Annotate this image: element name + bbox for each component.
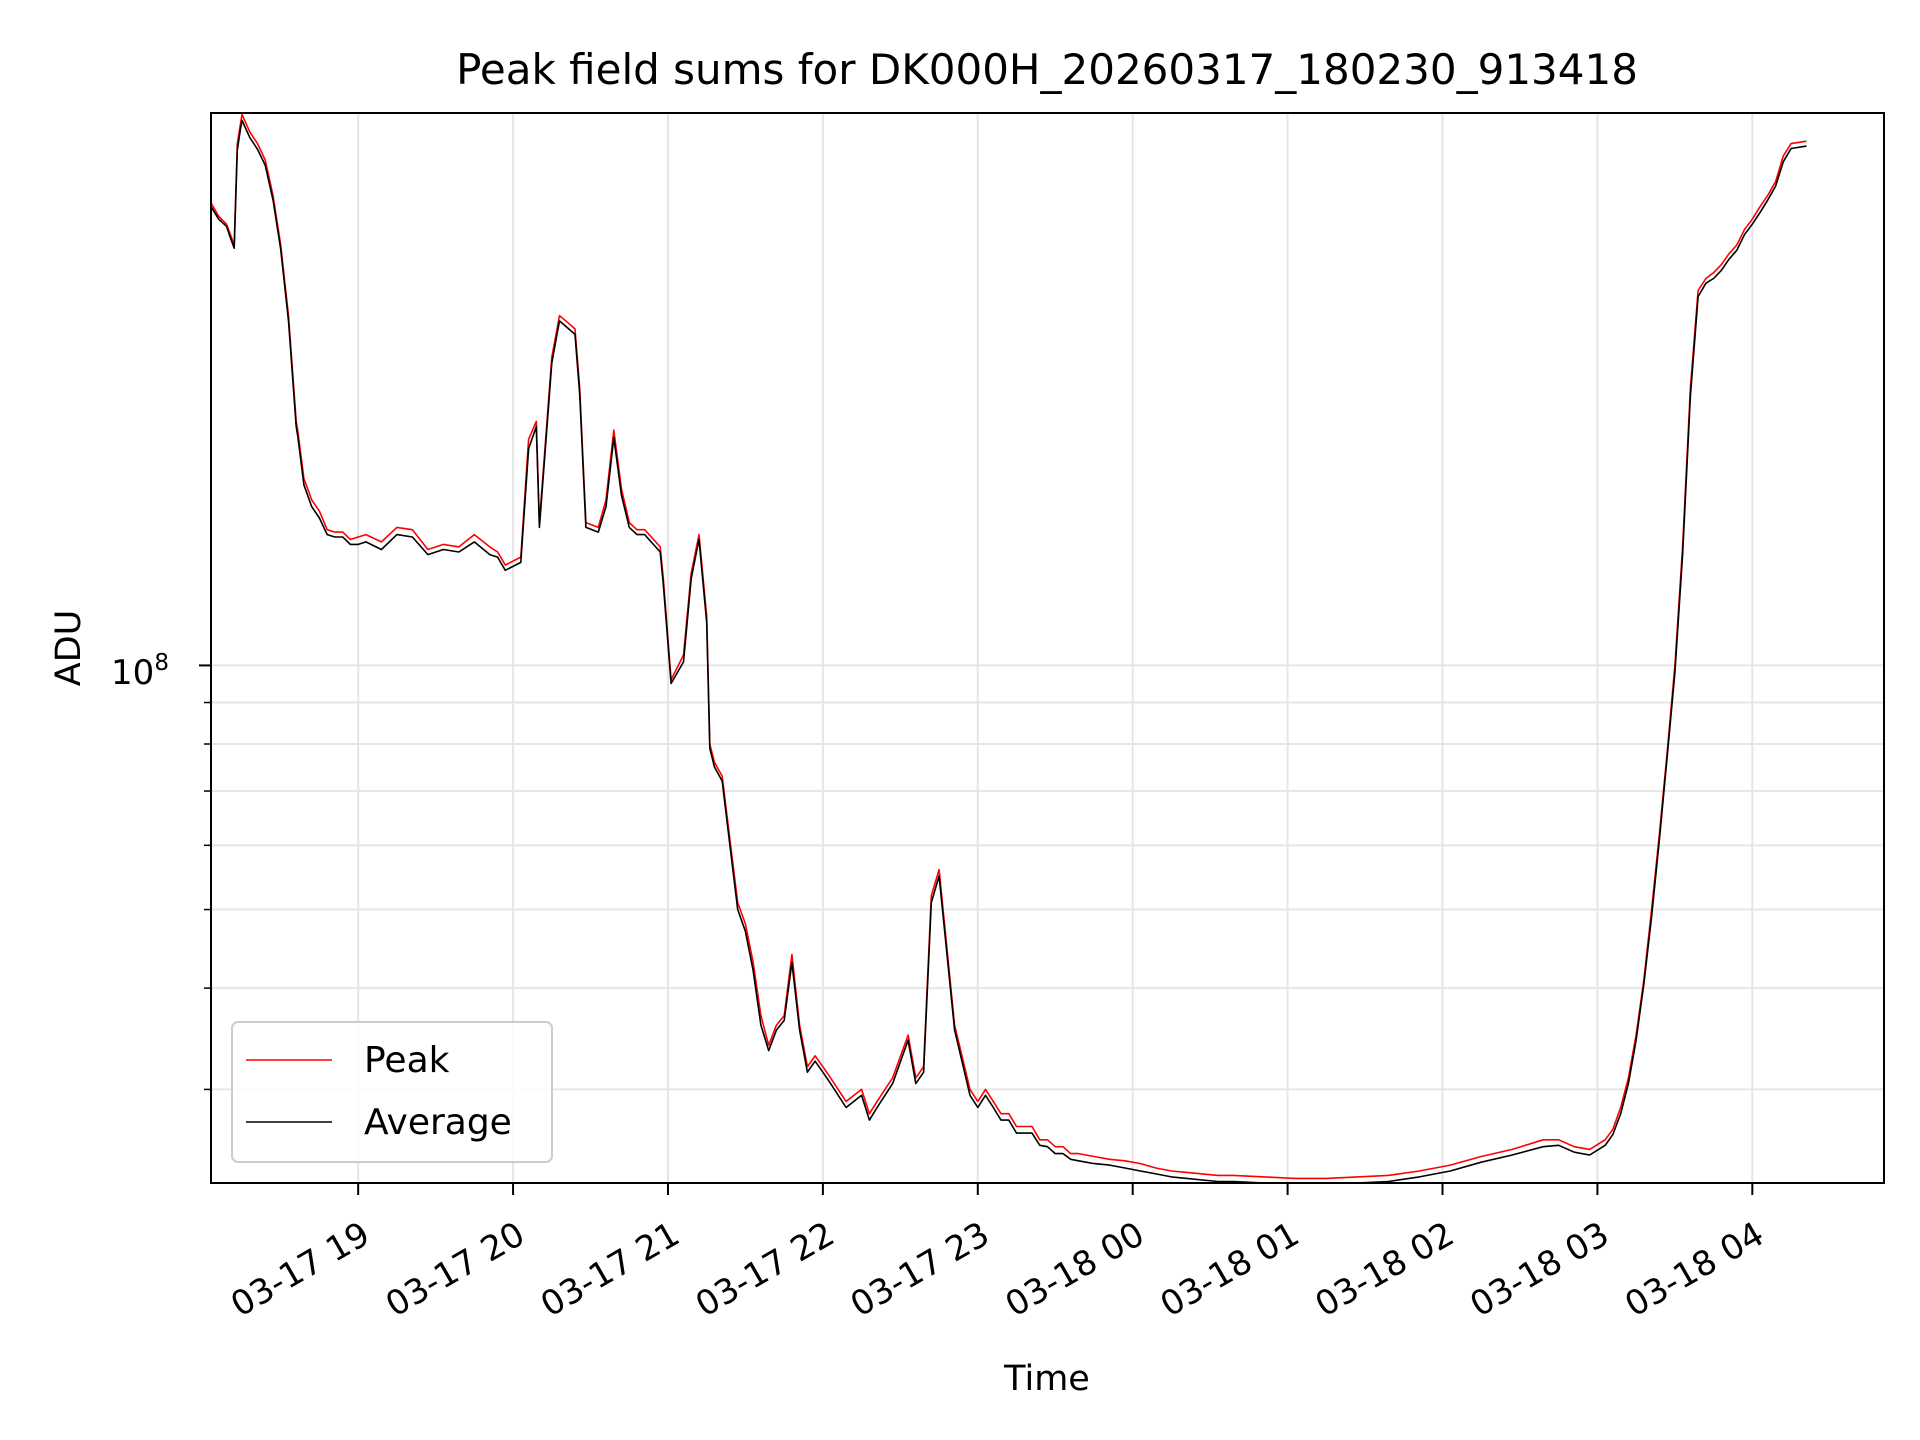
legend-label-peak: Peak xyxy=(364,1040,450,1081)
legend-label-average: Average xyxy=(364,1102,512,1143)
y-axis-ticks: 108 xyxy=(111,650,211,1091)
series-layer xyxy=(211,113,1807,1183)
y-tick-base: 10 xyxy=(111,653,154,693)
series-line-average xyxy=(211,119,1807,1183)
y-tick-label-major: 108 xyxy=(111,650,169,693)
plot-frame xyxy=(210,112,1885,1184)
x-axis-label: Time xyxy=(1003,1359,1090,1399)
y-axis-label: ADU xyxy=(49,610,89,687)
chart-title: Peak field sums for DK000H_20260317_1802… xyxy=(456,45,1638,94)
series-line-peak xyxy=(211,113,1807,1180)
grid xyxy=(211,113,1884,1183)
legend-box xyxy=(231,1021,553,1163)
y-tick-exponent: 8 xyxy=(154,650,169,676)
legend: Peak Average xyxy=(231,1021,553,1163)
